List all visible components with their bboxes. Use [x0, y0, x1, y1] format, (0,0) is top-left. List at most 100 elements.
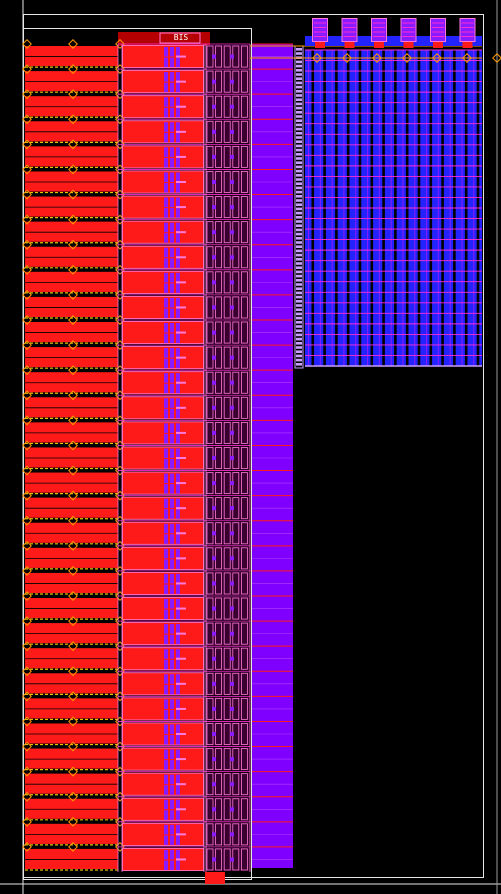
purple-via [170, 323, 174, 333]
mid-cell-outline [122, 822, 204, 846]
decoder-via [212, 104, 216, 109]
purple-via [164, 383, 168, 394]
decoder-via [230, 506, 234, 511]
orange-marker [22, 841, 32, 852]
orange-marker [68, 841, 78, 852]
purple-via [164, 373, 168, 383]
purple-via [170, 785, 174, 795]
mid-cell-outline [122, 597, 204, 620]
orange-marker [68, 691, 78, 702]
purple-via [176, 624, 180, 634]
purple-via [176, 398, 180, 408]
purple-via [164, 674, 168, 684]
decoder-via [212, 230, 216, 235]
decoder-via [230, 280, 234, 285]
purple-via [164, 308, 168, 318]
mid-red-cell [122, 321, 204, 345]
decoder-via [230, 129, 234, 134]
purple-via [170, 197, 174, 208]
ladder-rung [296, 127, 302, 131]
ladder-rung [296, 220, 302, 223]
purple-via [176, 358, 180, 369]
decoder-finger [240, 723, 248, 745]
top-cell-body [400, 18, 417, 42]
decoder-finger [240, 196, 248, 219]
left-red-cell [25, 347, 118, 368]
ladder-rung [296, 85, 302, 89]
ladder-rung [296, 144, 302, 148]
purple-via [170, 835, 174, 845]
left-block-outline [23, 28, 252, 880]
purple-via [170, 157, 174, 168]
orange-marker [68, 490, 78, 501]
mid-cell-outline [122, 848, 204, 871]
orange-marker [22, 365, 32, 376]
mid-red-cell [122, 546, 204, 570]
orange-marker [22, 716, 32, 727]
mid-red-cell [122, 797, 204, 821]
purple-via [176, 785, 180, 795]
purple-via [170, 222, 174, 233]
ladder-rung [296, 304, 302, 307]
ladder-rung [296, 60, 302, 64]
purple-via [176, 649, 180, 659]
bus-marker [312, 53, 322, 63]
purple-via [170, 132, 174, 143]
left-red-cell [25, 372, 118, 393]
decoder-finger [240, 95, 248, 118]
ladder-rung [296, 90, 302, 93]
decoder-finger [240, 45, 248, 68]
left-red-cell [25, 296, 118, 317]
purple-via [164, 47, 168, 57]
ladder-rung [296, 283, 302, 286]
mid-red-cell [122, 245, 204, 269]
decoder-via [212, 531, 216, 536]
purple-via [176, 473, 180, 484]
orange-marker [68, 666, 78, 677]
left-red-cell [25, 823, 118, 844]
left-red-cell [25, 848, 118, 869]
purple-via [170, 609, 174, 620]
top-block-label: BIS [174, 33, 189, 42]
decoder-via [230, 681, 234, 686]
pink-strap [176, 582, 186, 585]
decoder-finger [240, 346, 248, 369]
decoder-finger [240, 547, 248, 570]
orange-marker [22, 390, 32, 401]
purple-via [176, 709, 180, 720]
mid-cell-outline [122, 70, 204, 94]
purple-via [164, 484, 168, 494]
ladder-rung [296, 224, 302, 227]
purple-via [170, 433, 174, 444]
purple-via [164, 97, 168, 107]
ladder-rung [296, 182, 302, 185]
ladder-rung [296, 94, 302, 97]
purple-via [164, 197, 168, 208]
mid-red-cell [122, 45, 204, 69]
top-cell-contact [315, 42, 325, 48]
orange-marker [22, 440, 32, 451]
ladder-rung [296, 333, 302, 337]
purple-via [164, 57, 168, 68]
purple-via [176, 72, 180, 82]
orange-marker [22, 89, 32, 100]
ladder-rung [296, 363, 302, 366]
pink-strap [176, 858, 186, 861]
purple-via [170, 584, 174, 594]
purple-via [170, 509, 174, 519]
pink-strap [176, 507, 186, 510]
purple-via [164, 609, 168, 620]
left-red-cell [25, 723, 118, 744]
top-cell-body [459, 18, 476, 42]
decoder-finger [240, 798, 248, 821]
ladder-rung [296, 300, 302, 303]
orange-marker [22, 340, 32, 351]
purple-via [176, 122, 180, 132]
top-cell-outline [459, 18, 476, 42]
mid-red-cell [122, 120, 204, 144]
purple-via [170, 97, 174, 107]
purple-via [176, 423, 180, 433]
mid-red-cell [122, 145, 204, 169]
purple-via [176, 799, 180, 810]
